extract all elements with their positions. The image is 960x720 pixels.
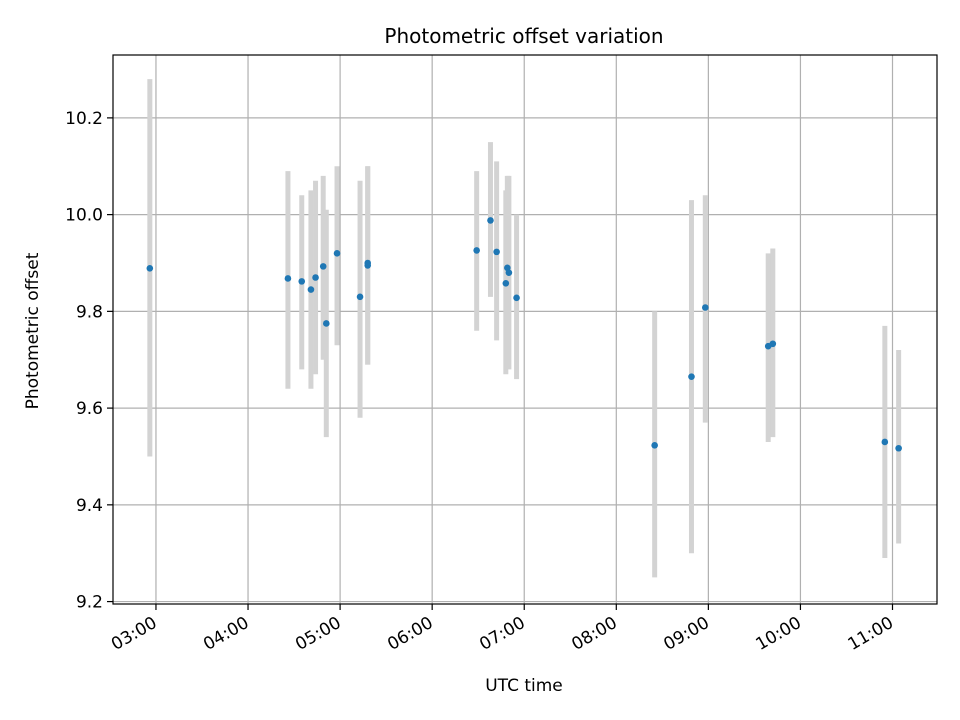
- chart-title: Photometric offset variation: [384, 24, 663, 48]
- y-tick-label: 9.6: [76, 399, 103, 419]
- y-axis-label: Photometric offset: [23, 252, 43, 409]
- y-tick-label: 9.8: [76, 302, 103, 322]
- grid: [113, 55, 937, 604]
- data-point: [312, 274, 319, 281]
- y-tick-label: 9.4: [76, 496, 103, 516]
- x-axis-label: UTC time: [485, 676, 563, 696]
- y-tick-label: 9.2: [76, 593, 103, 613]
- data-point: [284, 275, 292, 282]
- data-point: [493, 248, 500, 256]
- plot-frame: [112, 54, 938, 605]
- data-point: [319, 263, 327, 270]
- data-point: [769, 340, 777, 348]
- data-point: [505, 269, 513, 276]
- data-point: [146, 265, 154, 272]
- data-point: [307, 286, 315, 293]
- y-axis-ticks: 9.2 9.4 9.6 9.8 10.0 10.2: [65, 109, 113, 613]
- data-point: [895, 444, 902, 452]
- data-point: [364, 259, 372, 267]
- data-point: [688, 373, 695, 380]
- data-point: [651, 442, 658, 449]
- data-point: [513, 294, 520, 302]
- data-points: [146, 217, 902, 452]
- data-point: [502, 280, 510, 287]
- data-point: [298, 278, 306, 285]
- data-point: [487, 217, 494, 224]
- data-point: [356, 293, 364, 301]
- data-point: [322, 320, 330, 327]
- data-point: [333, 250, 341, 257]
- y-tick-label: 10.2: [65, 109, 103, 129]
- data-point: [701, 304, 709, 311]
- data-point: [473, 247, 480, 254]
- data-point: [881, 438, 889, 446]
- y-tick-label: 10.0: [65, 206, 103, 226]
